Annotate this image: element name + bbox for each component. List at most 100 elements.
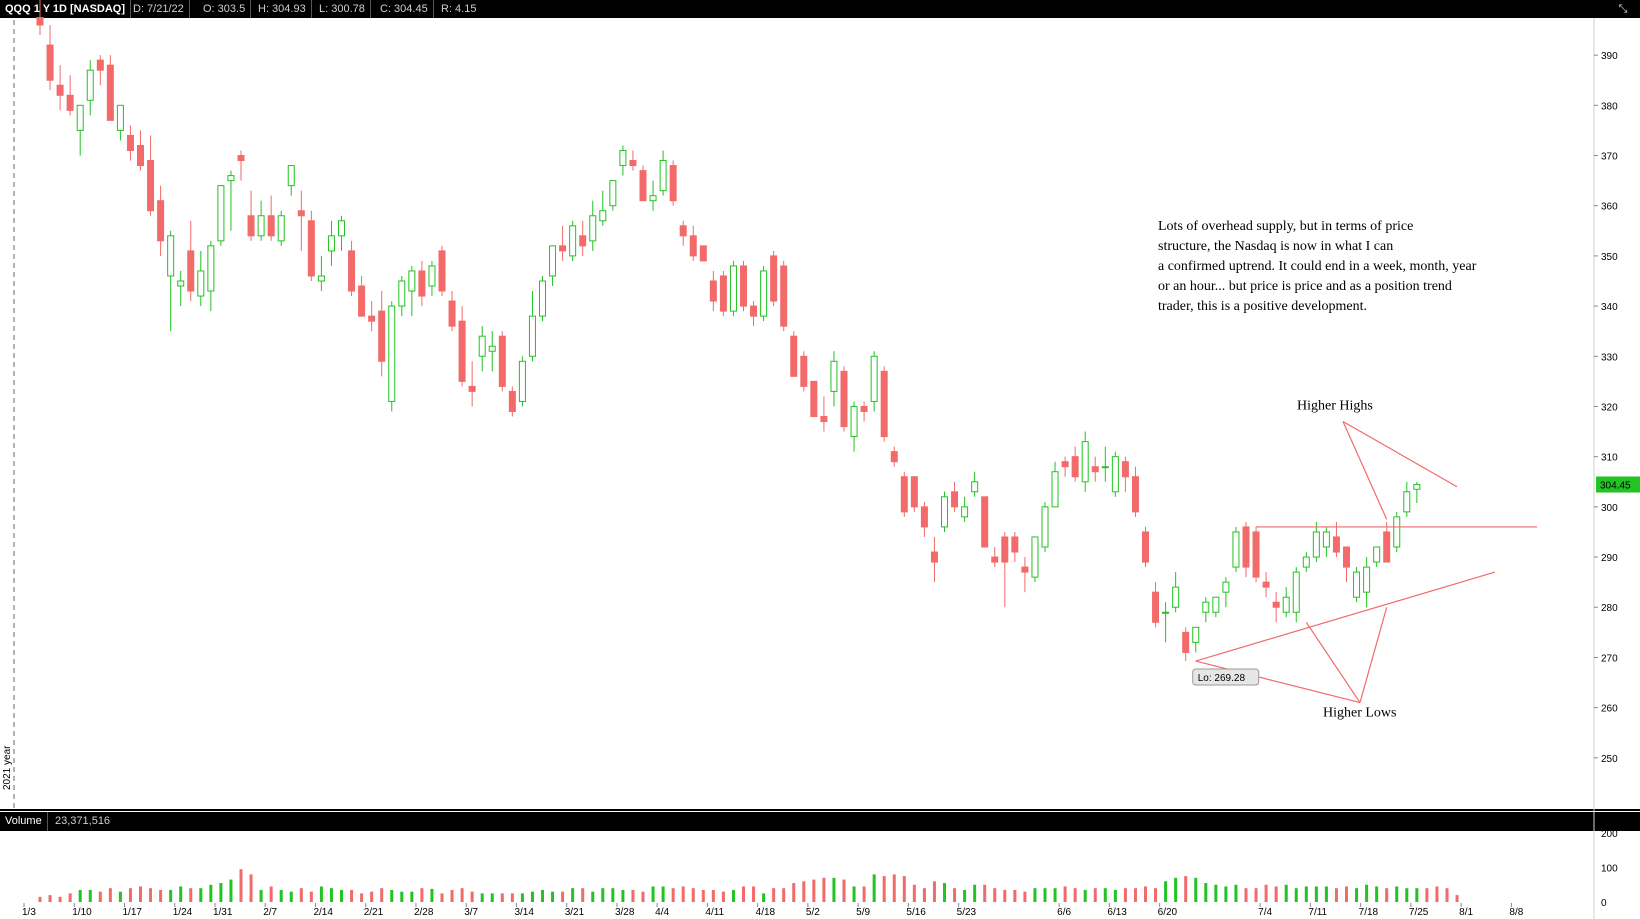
volume-bar	[410, 891, 414, 902]
candle-body	[1312, 531, 1320, 558]
candle-body	[388, 305, 396, 402]
candle-body	[1061, 461, 1069, 468]
candle-body	[569, 225, 577, 257]
candle-body	[1332, 536, 1340, 553]
candle-body	[1393, 516, 1401, 548]
x-tick-label: 6/20	[1158, 907, 1178, 918]
volume-bar	[118, 891, 122, 902]
candle-body	[327, 235, 335, 252]
x-tick-label: 2/14	[313, 907, 333, 918]
candle-body	[458, 320, 466, 382]
low-value: L: 300.78	[314, 0, 371, 18]
volume-bar	[1294, 888, 1298, 902]
volume-bar	[953, 888, 957, 902]
candle-body	[1292, 571, 1300, 613]
candle-body	[1071, 456, 1079, 478]
candle-body	[488, 345, 496, 352]
y-tick-label: 340	[1601, 302, 1618, 313]
volume-bar	[1244, 888, 1248, 902]
candle-body	[348, 250, 356, 292]
candle-body	[699, 245, 707, 262]
x-tick-label: 1/10	[72, 907, 92, 918]
candle-body	[36, 16, 44, 26]
volume-bar	[139, 886, 142, 902]
candle-body	[307, 220, 315, 277]
candle-body	[750, 305, 758, 317]
volume-bar	[591, 891, 595, 902]
candle-body	[961, 506, 969, 518]
candle-body	[780, 265, 788, 327]
volume-bar	[1023, 891, 1027, 902]
volume-bar	[1395, 886, 1399, 902]
candle-body	[900, 476, 908, 513]
volume-bar	[289, 891, 293, 902]
candle-body	[358, 285, 366, 317]
symbol-label[interactable]: QQQ 1 Y 1D [NASDAQ]	[0, 0, 132, 18]
commentary-line: or an hour... but price is price and as …	[1158, 279, 1452, 294]
year-label: 2021 year	[2, 745, 13, 790]
volume-bar	[641, 891, 645, 902]
low-marker-label: Lo: 269.28	[1198, 673, 1246, 684]
volume-bar	[1385, 888, 1389, 902]
volume-bar	[1224, 886, 1228, 902]
candle-body	[1001, 536, 1009, 563]
x-tick-label: 3/14	[514, 907, 534, 918]
candle-body	[116, 104, 124, 131]
volume-bar	[912, 884, 916, 902]
volume-bar	[199, 888, 203, 902]
candle-body	[1252, 531, 1260, 578]
candle-body	[227, 175, 235, 182]
volume-bar	[701, 889, 705, 902]
volume-tick-label: 100	[1601, 864, 1618, 875]
volume-bar	[601, 888, 605, 902]
volume-bar	[450, 889, 454, 902]
volume-bar	[340, 889, 343, 902]
candle-body	[941, 496, 948, 528]
candle-body	[870, 355, 878, 402]
candle-body	[760, 270, 768, 317]
candle-body	[1192, 626, 1200, 643]
x-tick-label: 4/18	[756, 907, 776, 918]
candle-body	[478, 335, 486, 357]
candle-body	[830, 360, 838, 392]
candle-body	[920, 506, 928, 528]
volume-bar	[48, 895, 52, 902]
commentary-line: a confirmed uptrend. It could end in a w…	[1158, 259, 1477, 274]
collapse-arrows-icon[interactable]: ⤡	[1618, 3, 1628, 15]
volume-bar	[68, 893, 72, 902]
candle-body	[398, 280, 406, 307]
candle-body	[930, 551, 938, 563]
volume-bar	[792, 883, 796, 902]
candle-body	[157, 200, 165, 242]
x-tick-label: 7/11	[1308, 907, 1327, 918]
volume-bar	[179, 886, 183, 902]
candle-body	[297, 210, 305, 217]
candle-body	[729, 265, 737, 312]
volume-bar	[1113, 889, 1117, 902]
x-tick-label: 6/13	[1107, 907, 1127, 918]
volume-bar	[872, 874, 876, 902]
open-value: O: 303.5	[198, 0, 252, 18]
volume-bar	[541, 889, 544, 902]
x-tick-label: 1/24	[173, 907, 193, 918]
candle-body	[810, 380, 818, 418]
volume-bar	[269, 886, 273, 902]
volume-bar	[159, 889, 163, 902]
candle-body	[1172, 586, 1180, 608]
volume-bar	[581, 888, 585, 902]
volume-bar	[249, 874, 253, 902]
candle-body	[559, 245, 567, 252]
x-tick-label: 6/6	[1057, 907, 1071, 918]
candle-body	[66, 94, 74, 111]
candle-body	[1322, 531, 1330, 548]
low-marker-box	[1192, 668, 1260, 686]
candle-body	[1343, 546, 1350, 568]
x-tick-label: 5/9	[856, 907, 870, 918]
y-tick-label: 390	[1601, 51, 1618, 62]
volume-bar	[470, 891, 474, 902]
volume-bar	[229, 879, 233, 902]
candle-body	[629, 160, 637, 167]
volume-bar	[762, 893, 766, 902]
y-tick-label: 270	[1601, 653, 1618, 664]
